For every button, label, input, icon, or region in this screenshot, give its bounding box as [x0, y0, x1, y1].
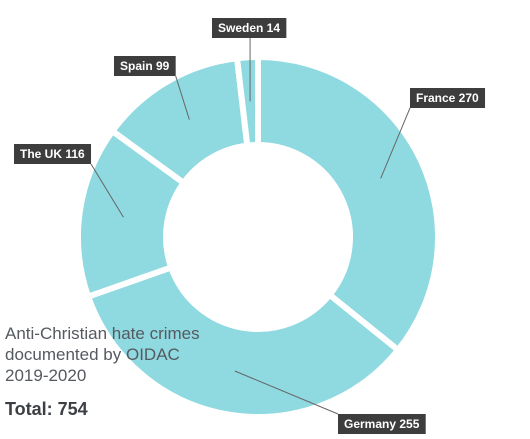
label-text-germany: Germany 255 [344, 417, 420, 431]
label-text-spain: Spain 99 [120, 59, 170, 73]
caption-line-3: 2019-2020 [5, 366, 87, 385]
label-germany: Germany 255 [338, 414, 426, 434]
label-sweden: Sweden 14 [212, 18, 287, 38]
label-france: France 270 [410, 88, 486, 108]
label-text-france: France 270 [416, 91, 479, 105]
caption-line-1: Anti-Christian hate crimes [5, 324, 200, 343]
slice-sweden [234, 54, 261, 149]
caption-line-2: documented by OIDAC [5, 345, 180, 364]
chart-caption: Anti-Christian hate crimes documented by… [5, 323, 245, 386]
label-box-the-uk [14, 144, 92, 164]
label-spain: Spain 99 [114, 56, 176, 76]
slice-france [255, 54, 441, 354]
label-text-sweden: Sweden 14 [218, 21, 280, 35]
leader-spain [175, 75, 190, 120]
leader-germany [234, 370, 339, 415]
total-count: Total: 754 [5, 399, 88, 419]
leader-the-uk [90, 163, 124, 218]
slice-germany [85, 264, 402, 420]
label-box-france [410, 88, 486, 108]
label-box-spain [114, 56, 176, 76]
label-text-the-uk: The UK 116 [20, 147, 85, 161]
leader-france [380, 107, 411, 179]
label-box-germany [338, 414, 426, 434]
label-box-sweden [212, 18, 287, 38]
label-the-uk: The UK 116 [14, 144, 92, 164]
